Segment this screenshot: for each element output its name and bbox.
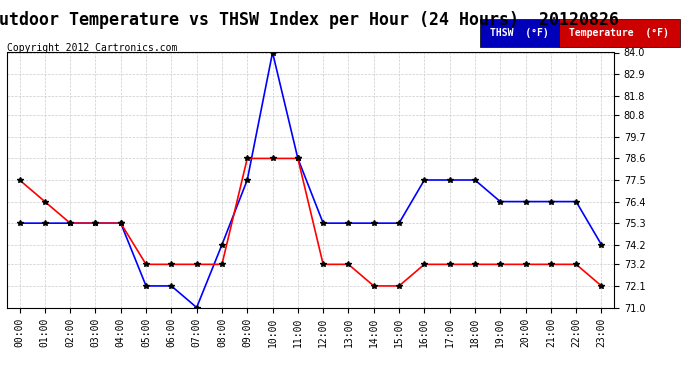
Text: Copyright 2012 Cartronics.com: Copyright 2012 Cartronics.com (7, 43, 177, 53)
Text: THSW  (°F): THSW (°F) (490, 28, 549, 38)
Text: Outdoor Temperature vs THSW Index per Hour (24 Hours)  20120826: Outdoor Temperature vs THSW Index per Ho… (0, 11, 619, 29)
Text: Temperature  (°F): Temperature (°F) (569, 28, 669, 38)
